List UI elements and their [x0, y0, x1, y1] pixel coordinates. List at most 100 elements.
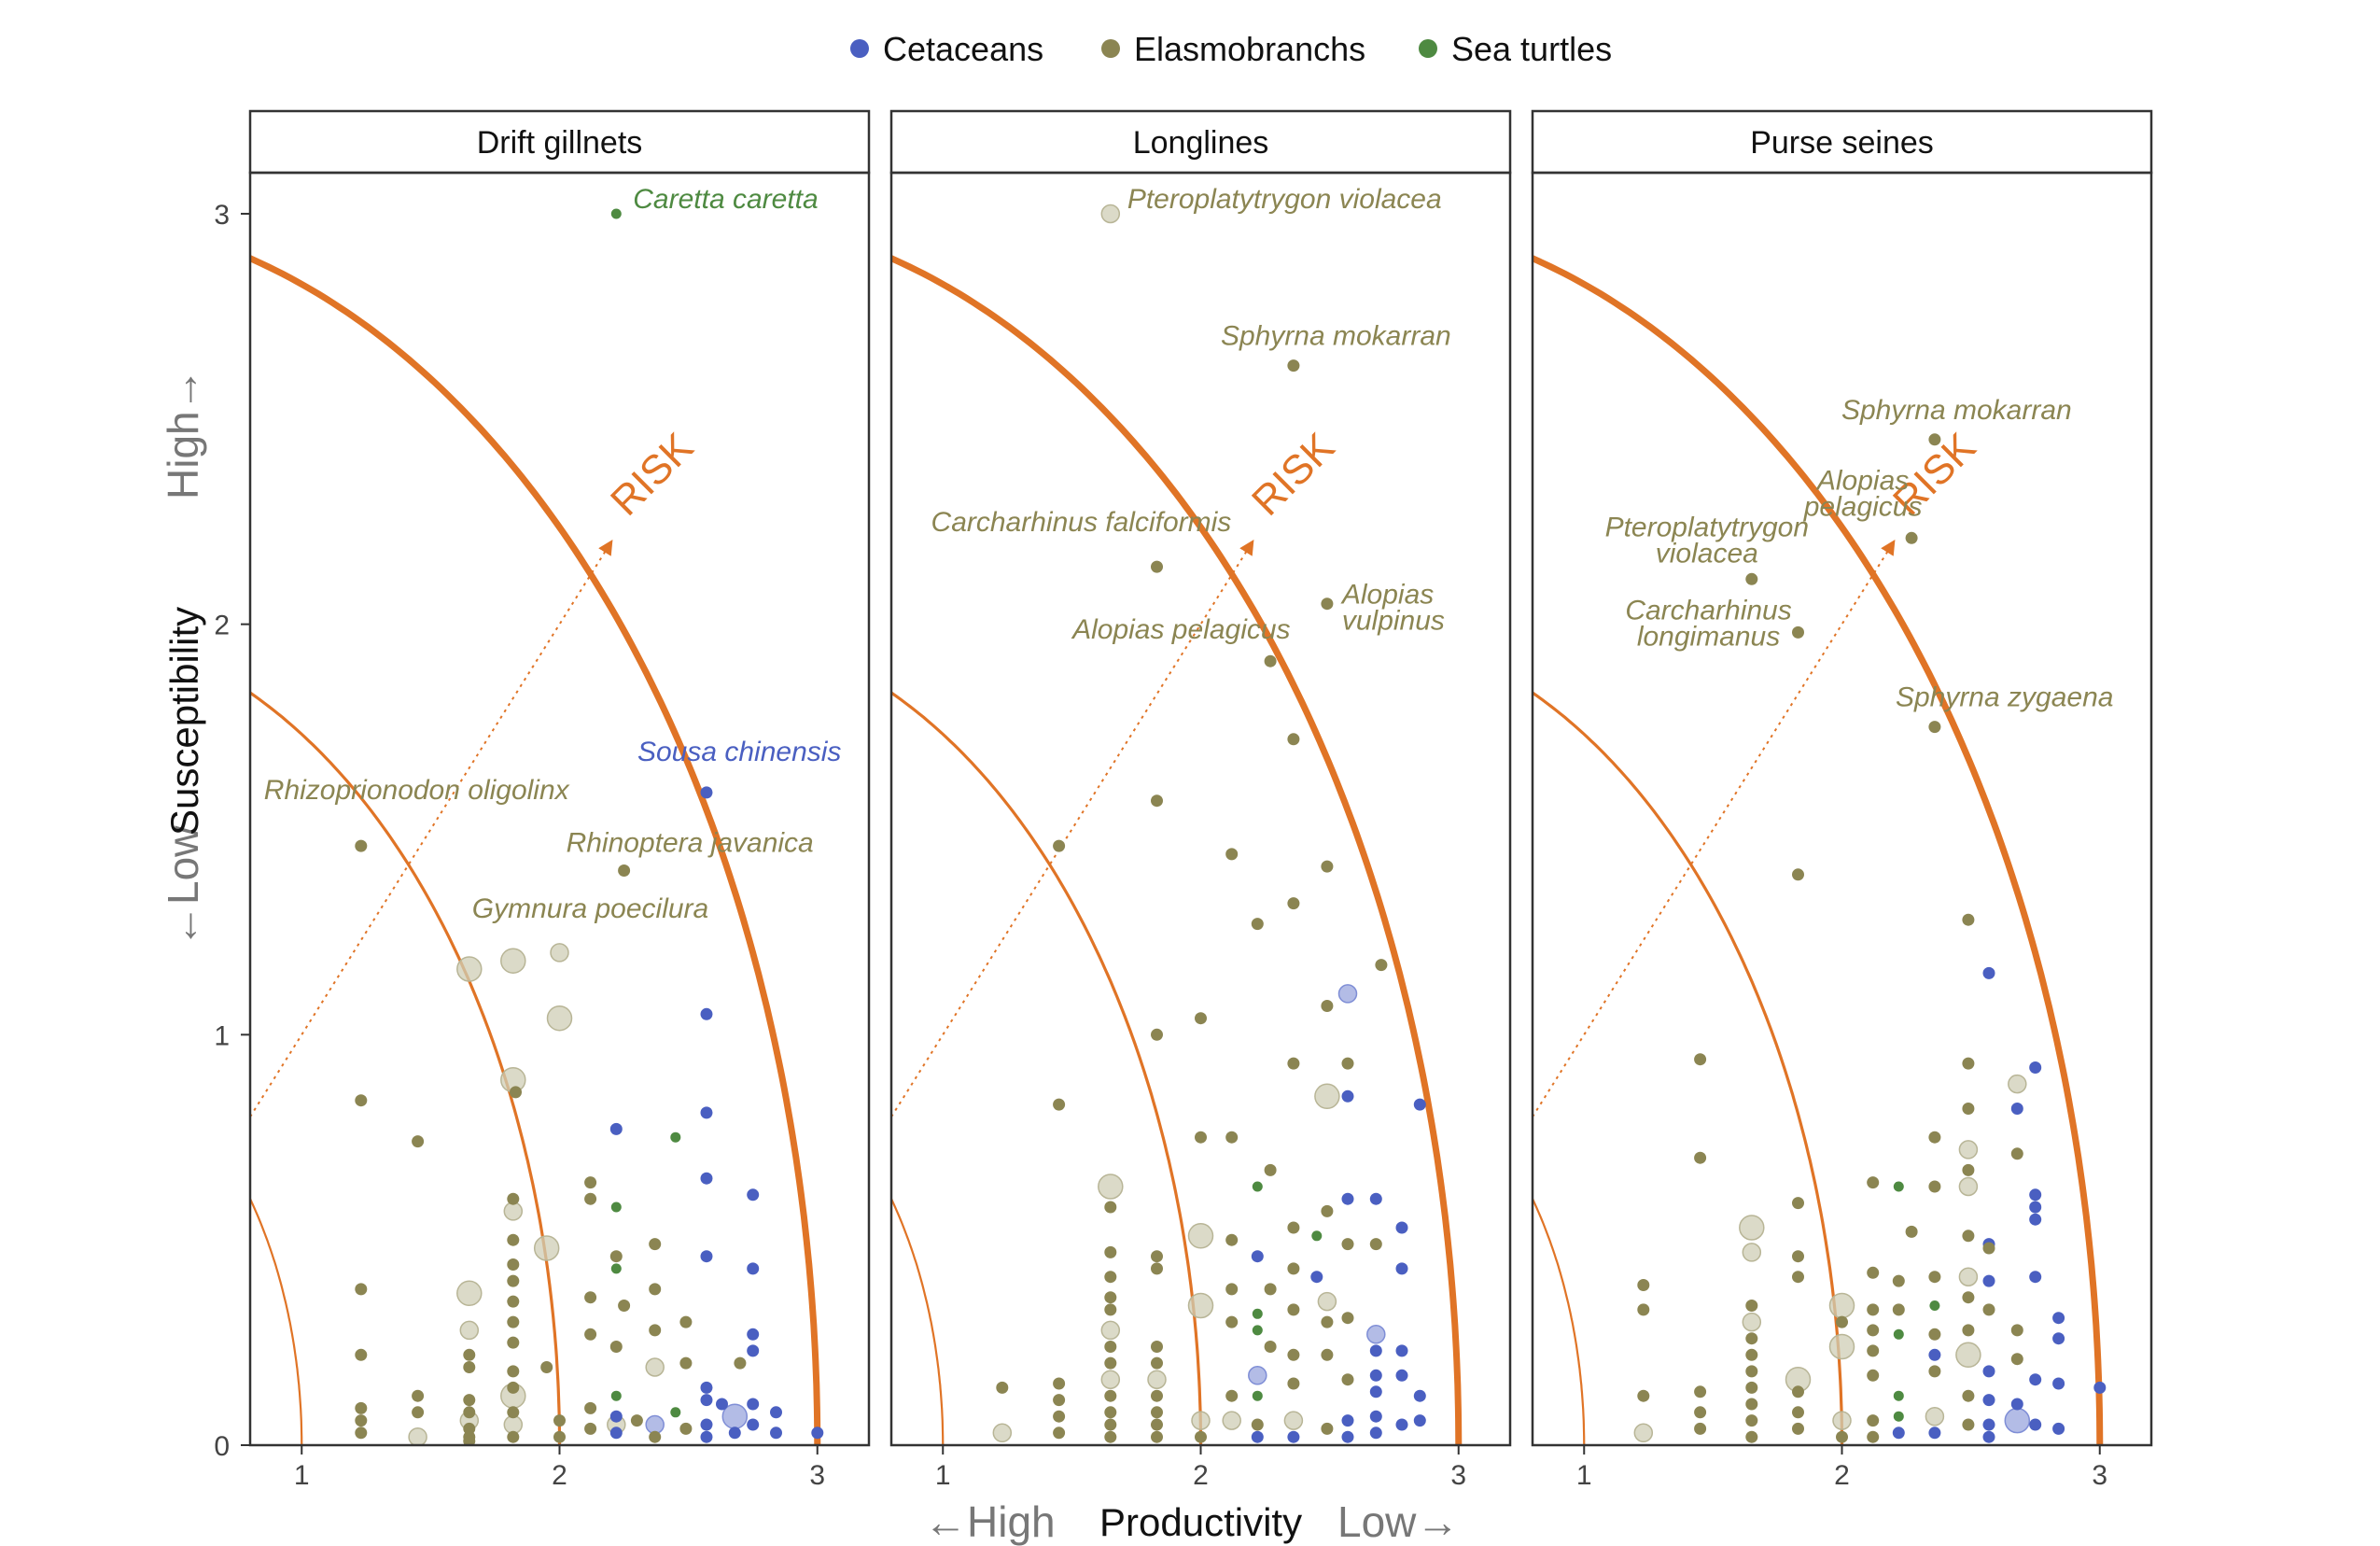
point-cetaceans — [1892, 1427, 1905, 1440]
point-elasmobranchs — [412, 1406, 425, 1419]
point-sea-turtles — [1252, 1308, 1263, 1319]
point-sea-turtles — [1929, 1300, 1940, 1311]
point-cetaceans — [2052, 1332, 2065, 1345]
panel-strip — [1531, 109, 2153, 175]
point-elasmobranchs — [609, 1250, 623, 1263]
point-elasmobranchs — [1317, 1291, 1337, 1312]
point-cetaceans — [1341, 1192, 1354, 1205]
point-elasmobranchs — [355, 1414, 368, 1427]
point-cetaceans — [1369, 1369, 1382, 1382]
point-elasmobranchs — [503, 1414, 524, 1435]
point-elasmobranchs — [1287, 1377, 1300, 1390]
legend-swatch-elasmobranchs — [1101, 39, 1120, 58]
risk-arc-3 — [891, 254, 1463, 1445]
point-elasmobranchs — [618, 864, 631, 877]
point-elasmobranchs — [412, 1135, 425, 1148]
legend-swatch-cetaceans — [850, 39, 869, 58]
point-elasmobranchs — [1341, 1057, 1354, 1070]
point-elasmobranchs — [503, 1202, 524, 1221]
point-elasmobranchs — [1341, 1238, 1354, 1251]
point-elasmobranchs — [2010, 1353, 2023, 1366]
point-elasmobranchs — [1104, 1341, 1117, 1353]
y-axis-label-low: ←Low — [159, 825, 207, 948]
y-tick-label: 0 — [214, 1431, 230, 1462]
point-elasmobranchs — [1792, 1250, 1804, 1263]
point-elasmobranchs — [1892, 1303, 1905, 1316]
point-cetaceans — [700, 1394, 713, 1407]
point-elasmobranchs — [1792, 1271, 1804, 1284]
risk-arrow — [891, 540, 1254, 1117]
panel-title: Longlines — [1133, 125, 1269, 161]
point-cetaceans — [1395, 1221, 1408, 1234]
point-cetaceans — [2010, 1398, 2023, 1411]
point-elasmobranchs — [1321, 1000, 1334, 1012]
point-elasmobranchs — [1745, 1332, 1758, 1345]
y-axis-title: ←Low Susceptibility High→ — [159, 368, 207, 948]
point-elasmobranchs — [609, 1341, 623, 1353]
point-cetaceans — [609, 1427, 623, 1440]
point-cetaceans — [2010, 1103, 2023, 1115]
point-elasmobranchs — [1104, 1389, 1117, 1402]
point-cetaceans — [2029, 1201, 2042, 1214]
point-elasmobranchs — [355, 1401, 368, 1414]
point-cetaceans — [700, 1172, 713, 1185]
point-cetaceans — [1928, 1348, 1941, 1361]
point-elasmobranchs — [1151, 794, 1163, 808]
point-cetaceans — [2029, 1418, 2042, 1431]
point-elasmobranchs — [1982, 1242, 1995, 1255]
point-elasmobranchs — [463, 1361, 476, 1373]
point-cetaceans — [645, 1414, 665, 1435]
point-elasmobranchs — [355, 1427, 368, 1440]
point-elasmobranchs — [1928, 1365, 1941, 1378]
point-elasmobranchs — [1962, 1418, 1975, 1431]
annotation-pteroplatytrygon-violacea: Pteroplatytrygon violacea — [1605, 512, 1809, 569]
point-sea-turtles — [1311, 1230, 1323, 1242]
point-elasmobranchs — [510, 1086, 522, 1099]
point-elasmobranchs — [1694, 1151, 1707, 1164]
point-elasmobranchs — [1867, 1303, 1880, 1316]
point-elasmobranchs — [507, 1430, 520, 1443]
point-elasmobranchs — [1225, 1389, 1239, 1402]
point-cetaceans — [1982, 1274, 1995, 1287]
facet-panels: Drift gillnets RISK Caretta caretta Sousa c… — [214, 109, 2153, 1491]
annotation-alopias-pelagicus: Alopias pelagicus — [1803, 465, 1923, 522]
point-cetaceans — [1337, 984, 1358, 1004]
point-elasmobranchs — [1633, 1423, 1654, 1443]
point-cetaceans — [1366, 1325, 1386, 1344]
point-elasmobranchs — [1225, 1315, 1239, 1328]
point-elasmobranchs — [1100, 1320, 1121, 1341]
legend-swatch-sea-turtles — [1419, 39, 1437, 58]
risk-arrow — [1533, 540, 1896, 1117]
point-sea-turtles — [670, 1407, 681, 1418]
point-elasmobranchs — [1745, 1300, 1758, 1312]
annotation-sphyrna-zygaena: Sphyrna zygaena — [1896, 682, 2114, 713]
x-tick-label: 1 — [1576, 1460, 1592, 1491]
risk-arc-3 — [250, 254, 821, 1445]
plot-area: RISK Pteroplatytrygon violacea Sphyrna mok… — [891, 184, 1463, 1445]
point-elasmobranchs — [649, 1430, 662, 1443]
point-elasmobranchs — [1264, 1341, 1277, 1353]
point-elasmobranchs — [1151, 1250, 1163, 1263]
point-cetaceans — [1395, 1369, 1408, 1382]
point-elasmobranchs — [1098, 1174, 1124, 1200]
risk-arc-2 — [891, 691, 1203, 1445]
point-elasmobranchs — [1745, 1365, 1758, 1378]
point-elasmobranchs — [507, 1274, 520, 1287]
point-elasmobranchs — [1287, 1057, 1300, 1070]
point-elasmobranchs — [507, 1315, 520, 1328]
point-cetaceans — [1982, 1365, 1995, 1378]
point-elasmobranchs — [1962, 1389, 1975, 1402]
point-elasmobranchs — [1187, 1223, 1214, 1249]
x-tick-label: 2 — [1834, 1460, 1850, 1491]
point-elasmobranchs — [1892, 1274, 1905, 1287]
point-elasmobranchs — [1321, 860, 1334, 873]
point-elasmobranchs — [1742, 1243, 1762, 1262]
point-elasmobranchs — [1792, 1406, 1804, 1419]
point-elasmobranchs — [1225, 848, 1239, 861]
y-tick-label: 3 — [214, 200, 230, 231]
risk-arc-1 — [1533, 1196, 1586, 1445]
point-elasmobranchs — [1962, 1057, 1975, 1070]
risk-arc-2 — [250, 691, 562, 1445]
point-elasmobranchs — [1745, 572, 1758, 585]
